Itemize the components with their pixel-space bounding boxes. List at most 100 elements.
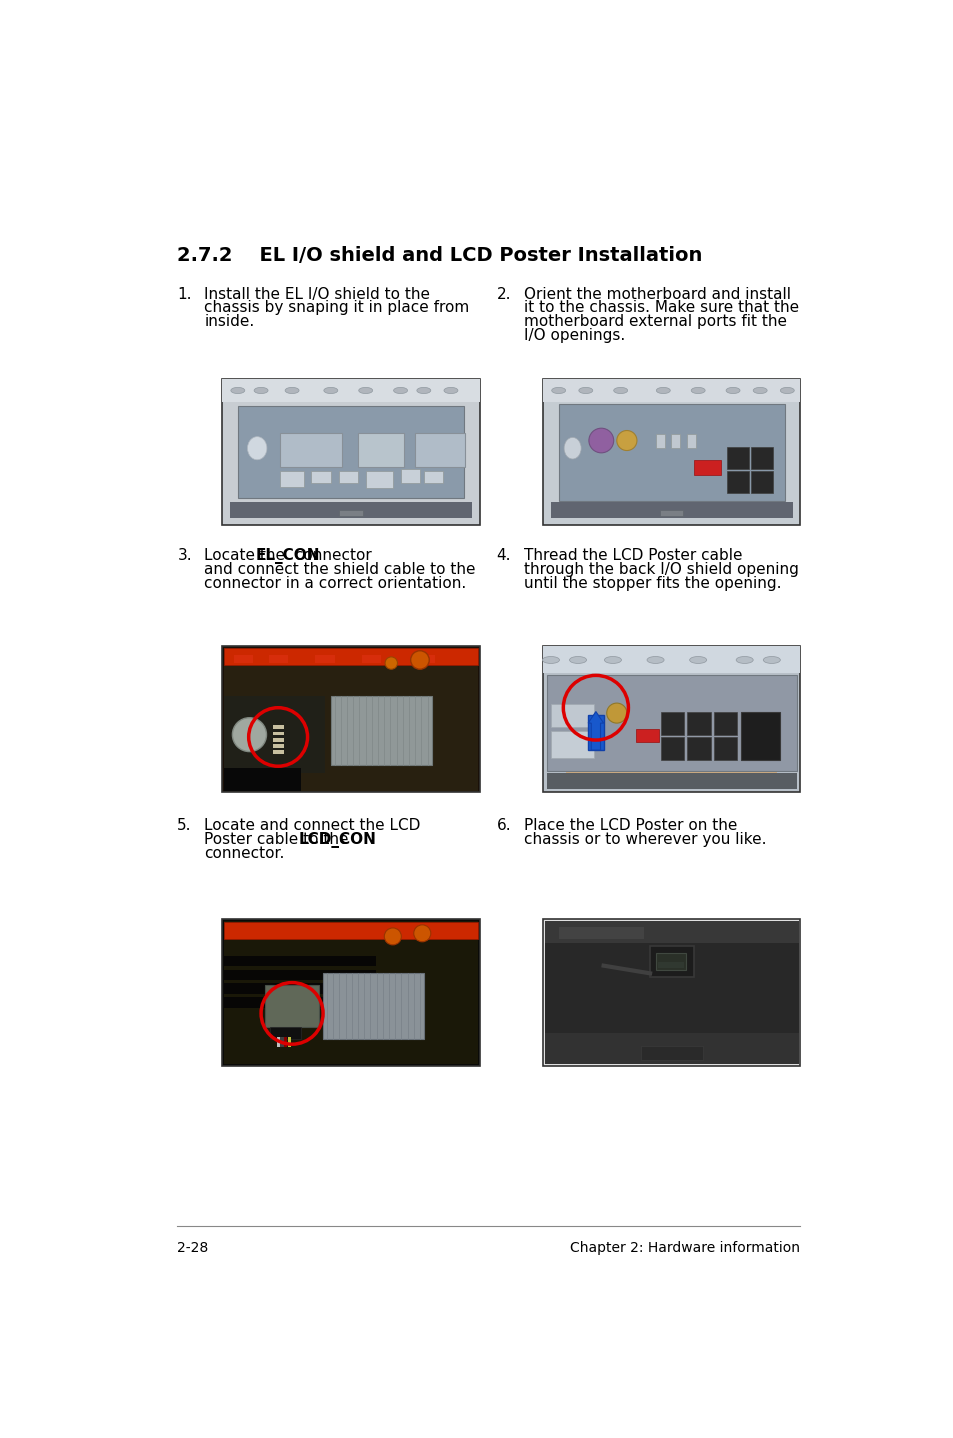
Bar (311, 472, 331, 483)
Text: 2.7.2    EL I/O shield and LCD Poster Installation: 2.7.2 EL I/O shield and LCD Poster Insta… (177, 246, 702, 265)
Ellipse shape (691, 387, 704, 394)
Bar (546, 674, 796, 771)
Text: connector: connector (290, 548, 372, 564)
Text: and connect the shield cable to the: and connect the shield cable to the (204, 562, 476, 577)
Text: Locate and connect the LCD: Locate and connect the LCD (204, 818, 420, 833)
Ellipse shape (689, 657, 706, 663)
Bar (270, 1027, 301, 1038)
Bar (544, 1034, 798, 1064)
Bar (656, 952, 685, 969)
Bar (222, 919, 479, 1066)
Bar (315, 656, 335, 663)
Bar (284, 1037, 287, 1047)
Bar (280, 1037, 283, 1047)
Ellipse shape (762, 657, 780, 663)
Text: LCD_CON: LCD_CON (298, 831, 375, 847)
Text: until the stopper fits the opening.: until the stopper fits the opening. (523, 577, 781, 591)
Bar (224, 997, 375, 1008)
Bar (546, 774, 796, 788)
Bar (558, 928, 643, 939)
Bar (713, 736, 736, 761)
Bar (288, 1037, 291, 1047)
Bar (222, 380, 479, 403)
Bar (222, 646, 479, 792)
Bar (415, 433, 464, 467)
Text: chassis or to wherever you like.: chassis or to wherever you like. (523, 831, 765, 847)
Bar (416, 656, 435, 663)
Text: 2.: 2. (497, 286, 511, 302)
Ellipse shape (725, 387, 740, 394)
Ellipse shape (253, 387, 268, 394)
Text: connector.: connector. (204, 846, 285, 860)
Bar (273, 732, 284, 735)
Ellipse shape (569, 657, 586, 663)
Text: 5.: 5. (177, 818, 192, 833)
Bar (224, 956, 375, 966)
Ellipse shape (613, 387, 627, 394)
Bar (237, 406, 464, 499)
Bar (558, 404, 784, 500)
Bar (542, 919, 800, 1066)
Ellipse shape (358, 387, 373, 394)
Text: 2-28: 2-28 (177, 1241, 209, 1255)
Bar (273, 751, 284, 754)
Bar (726, 447, 748, 469)
Circle shape (588, 429, 613, 453)
Bar (323, 974, 423, 1038)
Text: Poster cable to the: Poster cable to the (204, 831, 354, 847)
Bar (550, 502, 792, 518)
Bar (566, 772, 777, 788)
Bar (550, 731, 593, 758)
Bar (658, 962, 683, 968)
Ellipse shape (736, 657, 753, 663)
Ellipse shape (542, 657, 558, 663)
Bar (224, 649, 477, 666)
Bar (542, 380, 800, 525)
Ellipse shape (656, 387, 670, 394)
Circle shape (233, 718, 266, 752)
Bar (224, 922, 477, 939)
Bar (224, 969, 375, 981)
Bar (544, 920, 798, 942)
Ellipse shape (416, 387, 431, 394)
Bar (224, 920, 477, 1064)
Text: chassis by snaping it in place from: chassis by snaping it in place from (204, 301, 469, 315)
Bar (686, 434, 695, 449)
Ellipse shape (247, 437, 267, 460)
Bar (636, 729, 659, 742)
Bar (361, 656, 381, 663)
Ellipse shape (443, 387, 457, 394)
Circle shape (384, 928, 401, 945)
Text: 6.: 6. (497, 818, 511, 833)
Ellipse shape (551, 387, 565, 394)
Text: Place the LCD Poster on the: Place the LCD Poster on the (523, 818, 737, 833)
Bar (224, 696, 324, 774)
Bar (649, 946, 693, 978)
Bar (726, 472, 748, 493)
Bar (233, 656, 253, 663)
Text: Install the EL I/O shield to the: Install the EL I/O shield to the (204, 286, 430, 302)
Text: Thread the LCD Poster cable: Thread the LCD Poster cable (523, 548, 741, 564)
Polygon shape (587, 712, 603, 751)
Ellipse shape (646, 657, 663, 663)
Bar (273, 743, 284, 748)
Text: 3.: 3. (177, 548, 192, 564)
Bar (357, 433, 404, 467)
Bar (339, 510, 362, 516)
Bar (670, 434, 679, 449)
Bar (740, 712, 779, 761)
Ellipse shape (394, 387, 407, 394)
Bar (423, 472, 443, 483)
Bar (544, 920, 798, 1064)
Bar (269, 656, 288, 663)
Text: it to the chassis. Make sure that the: it to the chassis. Make sure that the (523, 301, 798, 315)
Bar (222, 380, 479, 525)
Bar (280, 472, 303, 486)
Bar (542, 380, 800, 403)
Circle shape (385, 657, 397, 669)
Bar (280, 433, 342, 467)
Bar (660, 736, 683, 761)
Ellipse shape (604, 657, 620, 663)
Text: Locate the: Locate the (204, 548, 290, 564)
Circle shape (414, 925, 431, 942)
